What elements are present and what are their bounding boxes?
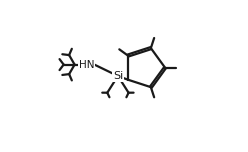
Text: Si: Si (113, 71, 123, 81)
Text: HN: HN (79, 60, 94, 70)
